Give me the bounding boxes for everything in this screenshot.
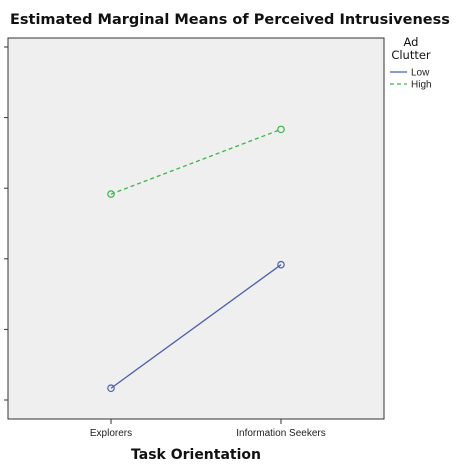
data-point bbox=[107, 384, 115, 393]
data-point bbox=[107, 190, 115, 198]
series-low bbox=[107, 260, 285, 393]
legend-label: High bbox=[411, 80, 432, 91]
legend-item-high: High bbox=[390, 80, 432, 91]
series-line bbox=[110, 264, 282, 389]
legend-title-line-2: Clutter bbox=[391, 48, 431, 62]
legend-item-low: Low bbox=[390, 68, 430, 79]
data-point bbox=[277, 260, 285, 269]
chart-title: Estimated Marginal Means of Perceived In… bbox=[10, 12, 450, 28]
x-axis-label: Task Orientation bbox=[131, 447, 261, 463]
series-line bbox=[110, 128, 282, 195]
series-layer bbox=[107, 125, 285, 393]
legend-label: Low bbox=[411, 68, 430, 79]
data-point bbox=[277, 125, 285, 134]
x-tick-label: Information Seekers bbox=[236, 428, 326, 439]
legend-title-line-1: Ad bbox=[404, 35, 419, 49]
x-tick-label: Explorers bbox=[90, 428, 132, 439]
plot-area bbox=[7, 37, 385, 420]
x-axis-ticks: Explorers Information Seekers bbox=[90, 419, 326, 439]
series-high bbox=[107, 125, 285, 198]
y-axis-ticks bbox=[4, 46, 8, 401]
